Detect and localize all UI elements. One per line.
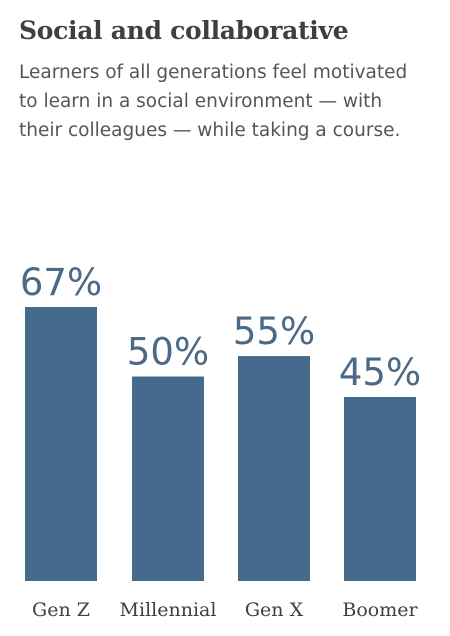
chart-subtitle: Learners of all generations feel motivat… [19, 62, 408, 141]
bar-gen-x [238, 356, 310, 581]
category-label: Gen X [245, 599, 304, 621]
chart-title: Social and collaborative [19, 16, 349, 45]
bar-boomer [344, 396, 416, 581]
category-label: Gen Z [32, 599, 90, 621]
value-label: 50% [127, 331, 209, 374]
bar-gen-z [25, 307, 97, 581]
value-label: 67% [20, 261, 102, 304]
value-label: 45% [339, 351, 421, 394]
bar-millennial [132, 376, 204, 581]
category-label: Millennial [120, 599, 217, 621]
value-label: 55% [233, 310, 315, 353]
category-label: Boomer [342, 599, 418, 621]
